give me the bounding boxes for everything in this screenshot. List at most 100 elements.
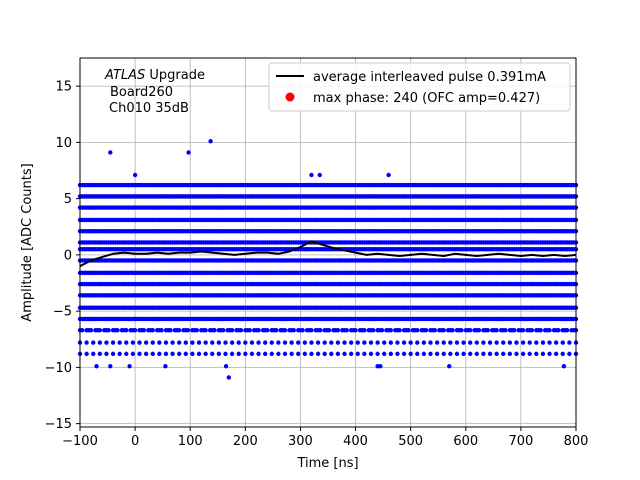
scatter-point: [132, 172, 138, 178]
scatter-point: [132, 328, 138, 333]
scatter-point: [348, 340, 354, 345]
scatter-point: [474, 340, 479, 345]
y-tick-label: −5: [53, 305, 72, 320]
scatter-point: [229, 351, 235, 357]
scatter-point: [124, 328, 129, 333]
scatter-point: [467, 340, 473, 345]
scatter-point: [84, 351, 89, 357]
scatter-point: [163, 364, 168, 369]
scatter-point: [388, 328, 394, 333]
scatter-point: [534, 340, 539, 345]
scatter-point: [560, 351, 565, 357]
y-tick-label: 5: [64, 192, 72, 207]
scatter-point: [362, 340, 367, 345]
scatter-point: [265, 328, 270, 333]
scatter-point: [97, 351, 103, 357]
scatter-point: [163, 351, 169, 357]
legend-entry-line: average interleaved pulse 0.391mA: [313, 70, 546, 85]
x-tick-label: 200: [233, 434, 258, 449]
scatter-point: [514, 351, 519, 357]
scatter-point: [408, 351, 413, 357]
scatter-point: [434, 351, 440, 357]
scatter-point: [448, 351, 453, 357]
scatter-point: [194, 328, 200, 333]
scatter-point: [467, 328, 473, 333]
scatter-point: [236, 351, 241, 357]
scatter-point: [567, 340, 572, 345]
line-series: [79, 240, 577, 267]
x-tick-label: 500: [398, 434, 423, 449]
scatter-point: [108, 364, 113, 369]
scatter-point: [553, 351, 559, 357]
scatter-point: [520, 351, 526, 357]
scatter-point: [157, 340, 162, 345]
scatter-point: [91, 351, 96, 357]
legend-marker-swatch: [285, 92, 295, 102]
scatter-point: [124, 351, 129, 357]
scatter-point: [97, 328, 103, 333]
scatter-point: [447, 364, 452, 369]
scatter-point: [190, 351, 195, 357]
scatter-point: [203, 328, 208, 333]
scatter-point: [467, 351, 473, 357]
scatter-point: [190, 340, 195, 345]
scatter-point: [196, 340, 202, 345]
scatter-point: [243, 340, 248, 345]
y-tick-label: −15: [45, 417, 72, 432]
scatter-point: [203, 340, 208, 345]
scatter-point: [370, 328, 376, 333]
y-tick-label: −10: [45, 361, 72, 376]
scatter-point: [302, 351, 308, 357]
scatter-point: [177, 351, 182, 357]
scatter-point: [342, 351, 347, 357]
scatter-point: [395, 351, 400, 357]
x-tick-label: 800: [564, 434, 589, 449]
y-tick-label: 15: [55, 80, 72, 95]
scatter-point: [355, 351, 360, 357]
scatter-point: [494, 328, 499, 333]
scatter-point: [229, 328, 235, 333]
scatter-point: [150, 351, 155, 357]
scatter-point: [247, 328, 252, 333]
scatter-point: [432, 328, 438, 333]
scatter-point: [481, 351, 486, 357]
scatter-point: [401, 340, 407, 345]
scatter-point: [273, 328, 279, 333]
scatter-point: [322, 340, 327, 345]
scatter-point: [170, 351, 175, 357]
scatter-point: [309, 340, 314, 345]
scatter-point: [529, 328, 535, 333]
scatter-point: [208, 139, 213, 144]
x-tick-label: 400: [343, 434, 368, 449]
scatter-point: [236, 340, 241, 345]
scatter-point: [507, 351, 513, 357]
scatter-point: [461, 351, 466, 357]
scatter-point: [421, 351, 427, 357]
average-pulse-line: [79, 240, 577, 267]
annotation-italic: ATLAS: [104, 68, 145, 83]
scatter-point: [243, 351, 248, 357]
scatter-point: [229, 340, 235, 345]
scatter-point: [459, 328, 464, 333]
scatter-point: [130, 340, 136, 345]
scatter-point: [547, 340, 552, 345]
scatter-point: [300, 328, 305, 333]
scatter-point: [474, 351, 479, 357]
scatter-point: [168, 328, 173, 333]
scatter-point: [382, 351, 387, 357]
scatter-point: [256, 351, 261, 357]
scatter-point: [386, 172, 391, 178]
scatter-point: [342, 340, 347, 345]
scatter-point: [527, 351, 532, 357]
legend-entry-marker: max phase: 240 (OFC amp=0.427): [313, 91, 540, 106]
scatter-point: [150, 340, 155, 345]
scatter-point: [296, 340, 301, 345]
scatter-point: [561, 364, 567, 369]
scatter-point: [309, 328, 314, 333]
scatter-point: [388, 351, 394, 357]
scatter-point: [534, 351, 539, 357]
scatter-point: [84, 340, 89, 345]
x-axis-label: Time [ns]: [296, 456, 358, 471]
scatter-point: [315, 351, 321, 357]
scatter-point: [540, 340, 546, 345]
